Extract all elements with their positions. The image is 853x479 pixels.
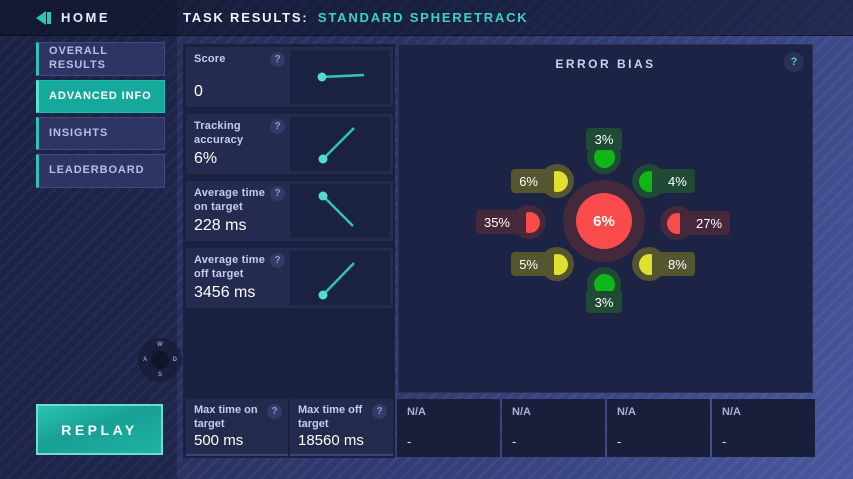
help-icon[interactable]: ? [372,404,387,419]
bias-value-label: 6% [511,169,554,193]
sparkline-down [290,184,390,238]
error-bias-node-bottom-left: 5% [511,247,574,281]
stat-label: Max time on target [194,404,258,430]
error-bias-center: 6% [563,180,645,262]
bias-dot [593,273,615,295]
sidebar-item-leaderboard[interactable]: LEADERBOARD [36,154,165,188]
page-title: TASK RESULTS: STANDARD SPHERETRACK [183,10,528,25]
help-icon[interactable]: ? [270,119,285,134]
stat-value: 18560 ms [298,432,364,449]
stat-cell-na: N/A - [712,399,815,457]
replay-button[interactable]: REPLAY [36,404,163,455]
sparkline-flat [290,50,390,104]
sidebar-item-insights[interactable]: INSIGHTS [36,117,165,150]
stat-label: Max time off target [298,404,363,430]
error-bias-title: ERROR BIAS [555,57,656,71]
error-bias-node-top-right: 4% [632,164,695,198]
bias-value-label: 3% [586,291,622,313]
stat-card-score: Score ? 0 [186,47,393,107]
wasd-joystick-indicator: W A S D [138,338,182,382]
stat-label: N/A [512,406,531,418]
bias-value-label: 35% [475,210,526,234]
replay-label: REPLAY [61,421,138,438]
stat-card-tracking-accuracy: Tracking accuracy ? 6% [186,114,393,174]
home-label: HOME [61,10,110,25]
stat-value: - [617,434,622,449]
stat-cell-na: N/A - [502,399,605,457]
stat-value: - [407,434,412,449]
page-title-prefix: TASK RESULTS: [183,10,309,25]
page-title-task: STANDARD SPHERETRACK [317,10,529,25]
help-icon[interactable]: ? [784,52,804,72]
stat-label: N/A [722,406,741,418]
stat-value: - [722,434,727,449]
stat-value: 3456 ms [194,284,256,301]
bias-value-label: 8% [652,252,695,276]
sidebar-region-shade [0,0,178,479]
joystick-center [151,351,169,369]
error-bias-panel: ERROR BIAS ? 3% 4% 27% 8% 3% 5% 35% 6% 6… [398,44,813,393]
stat-cell-na: N/A - [607,399,710,457]
sidebar-item-advanced-info[interactable]: ADVANCED INFO [36,80,165,113]
sidebar-item-overall-results[interactable]: OVERALL RESULTS [36,42,165,76]
bias-value-label: 4% [652,169,695,193]
error-bias-node-top-left: 6% [511,164,574,198]
home-button[interactable]: HOME [36,10,110,25]
error-bias-center-value: 6% [576,193,632,249]
stat-value: 0 [194,83,203,100]
sparkline-up [290,117,390,171]
help-icon[interactable]: ? [270,186,285,201]
stat-label: Average time on target [194,187,266,213]
key-a: A [143,357,148,363]
error-bias-node-bottom: 3% [586,267,622,313]
error-bias-node-top: 3% [586,128,622,174]
home-back-icon [36,10,53,25]
stat-cell-na: N/A - [397,399,500,457]
stat-label: N/A [407,406,426,418]
stat-value: 500 ms [194,432,244,449]
top-bar: HOME TASK RESULTS: STANDARD SPHERETRACK [0,0,853,36]
help-icon[interactable]: ? [270,253,285,268]
bias-value-label: 27% [680,211,731,235]
bias-value-label: 3% [586,128,622,150]
sidebar-item-label: INSIGHTS [49,126,109,139]
stat-label: Average time off target [194,254,266,280]
bias-dot [593,146,615,168]
help-icon[interactable]: ? [267,404,282,419]
stat-value: - [512,434,517,449]
stat-card-avg-time-on-target: Average time on target ? 228 ms [186,181,393,241]
sidebar-item-label: OVERALL RESULTS [49,45,108,71]
help-icon[interactable]: ? [270,52,285,67]
key-d: D [172,357,177,363]
error-bias-node-right: 27% [660,206,731,240]
error-bias-node-left: 35% [475,205,546,239]
stat-value: 228 ms [194,217,247,234]
bias-value-label: 5% [511,252,554,276]
stat-card-max-time-on-target: Max time on target ? 500 ms [186,399,288,456]
stat-card-max-time-off-target: Max time off target ? 18560 ms [290,399,393,456]
key-s: S [157,372,163,378]
key-w: W [157,342,163,348]
sidebar-item-label: ADVANCED INFO [49,89,152,102]
sparkline-up [290,251,390,305]
stat-label: N/A [617,406,636,418]
stat-value: 6% [194,150,218,167]
error-bias-node-bottom-right: 8% [632,247,695,281]
stat-card-avg-time-off-target: Average time off target ? 3456 ms [186,248,393,308]
sidebar-item-label: LEADERBOARD [49,164,145,177]
stat-label: Score [194,53,226,65]
stat-label: Tracking accuracy [194,120,244,146]
